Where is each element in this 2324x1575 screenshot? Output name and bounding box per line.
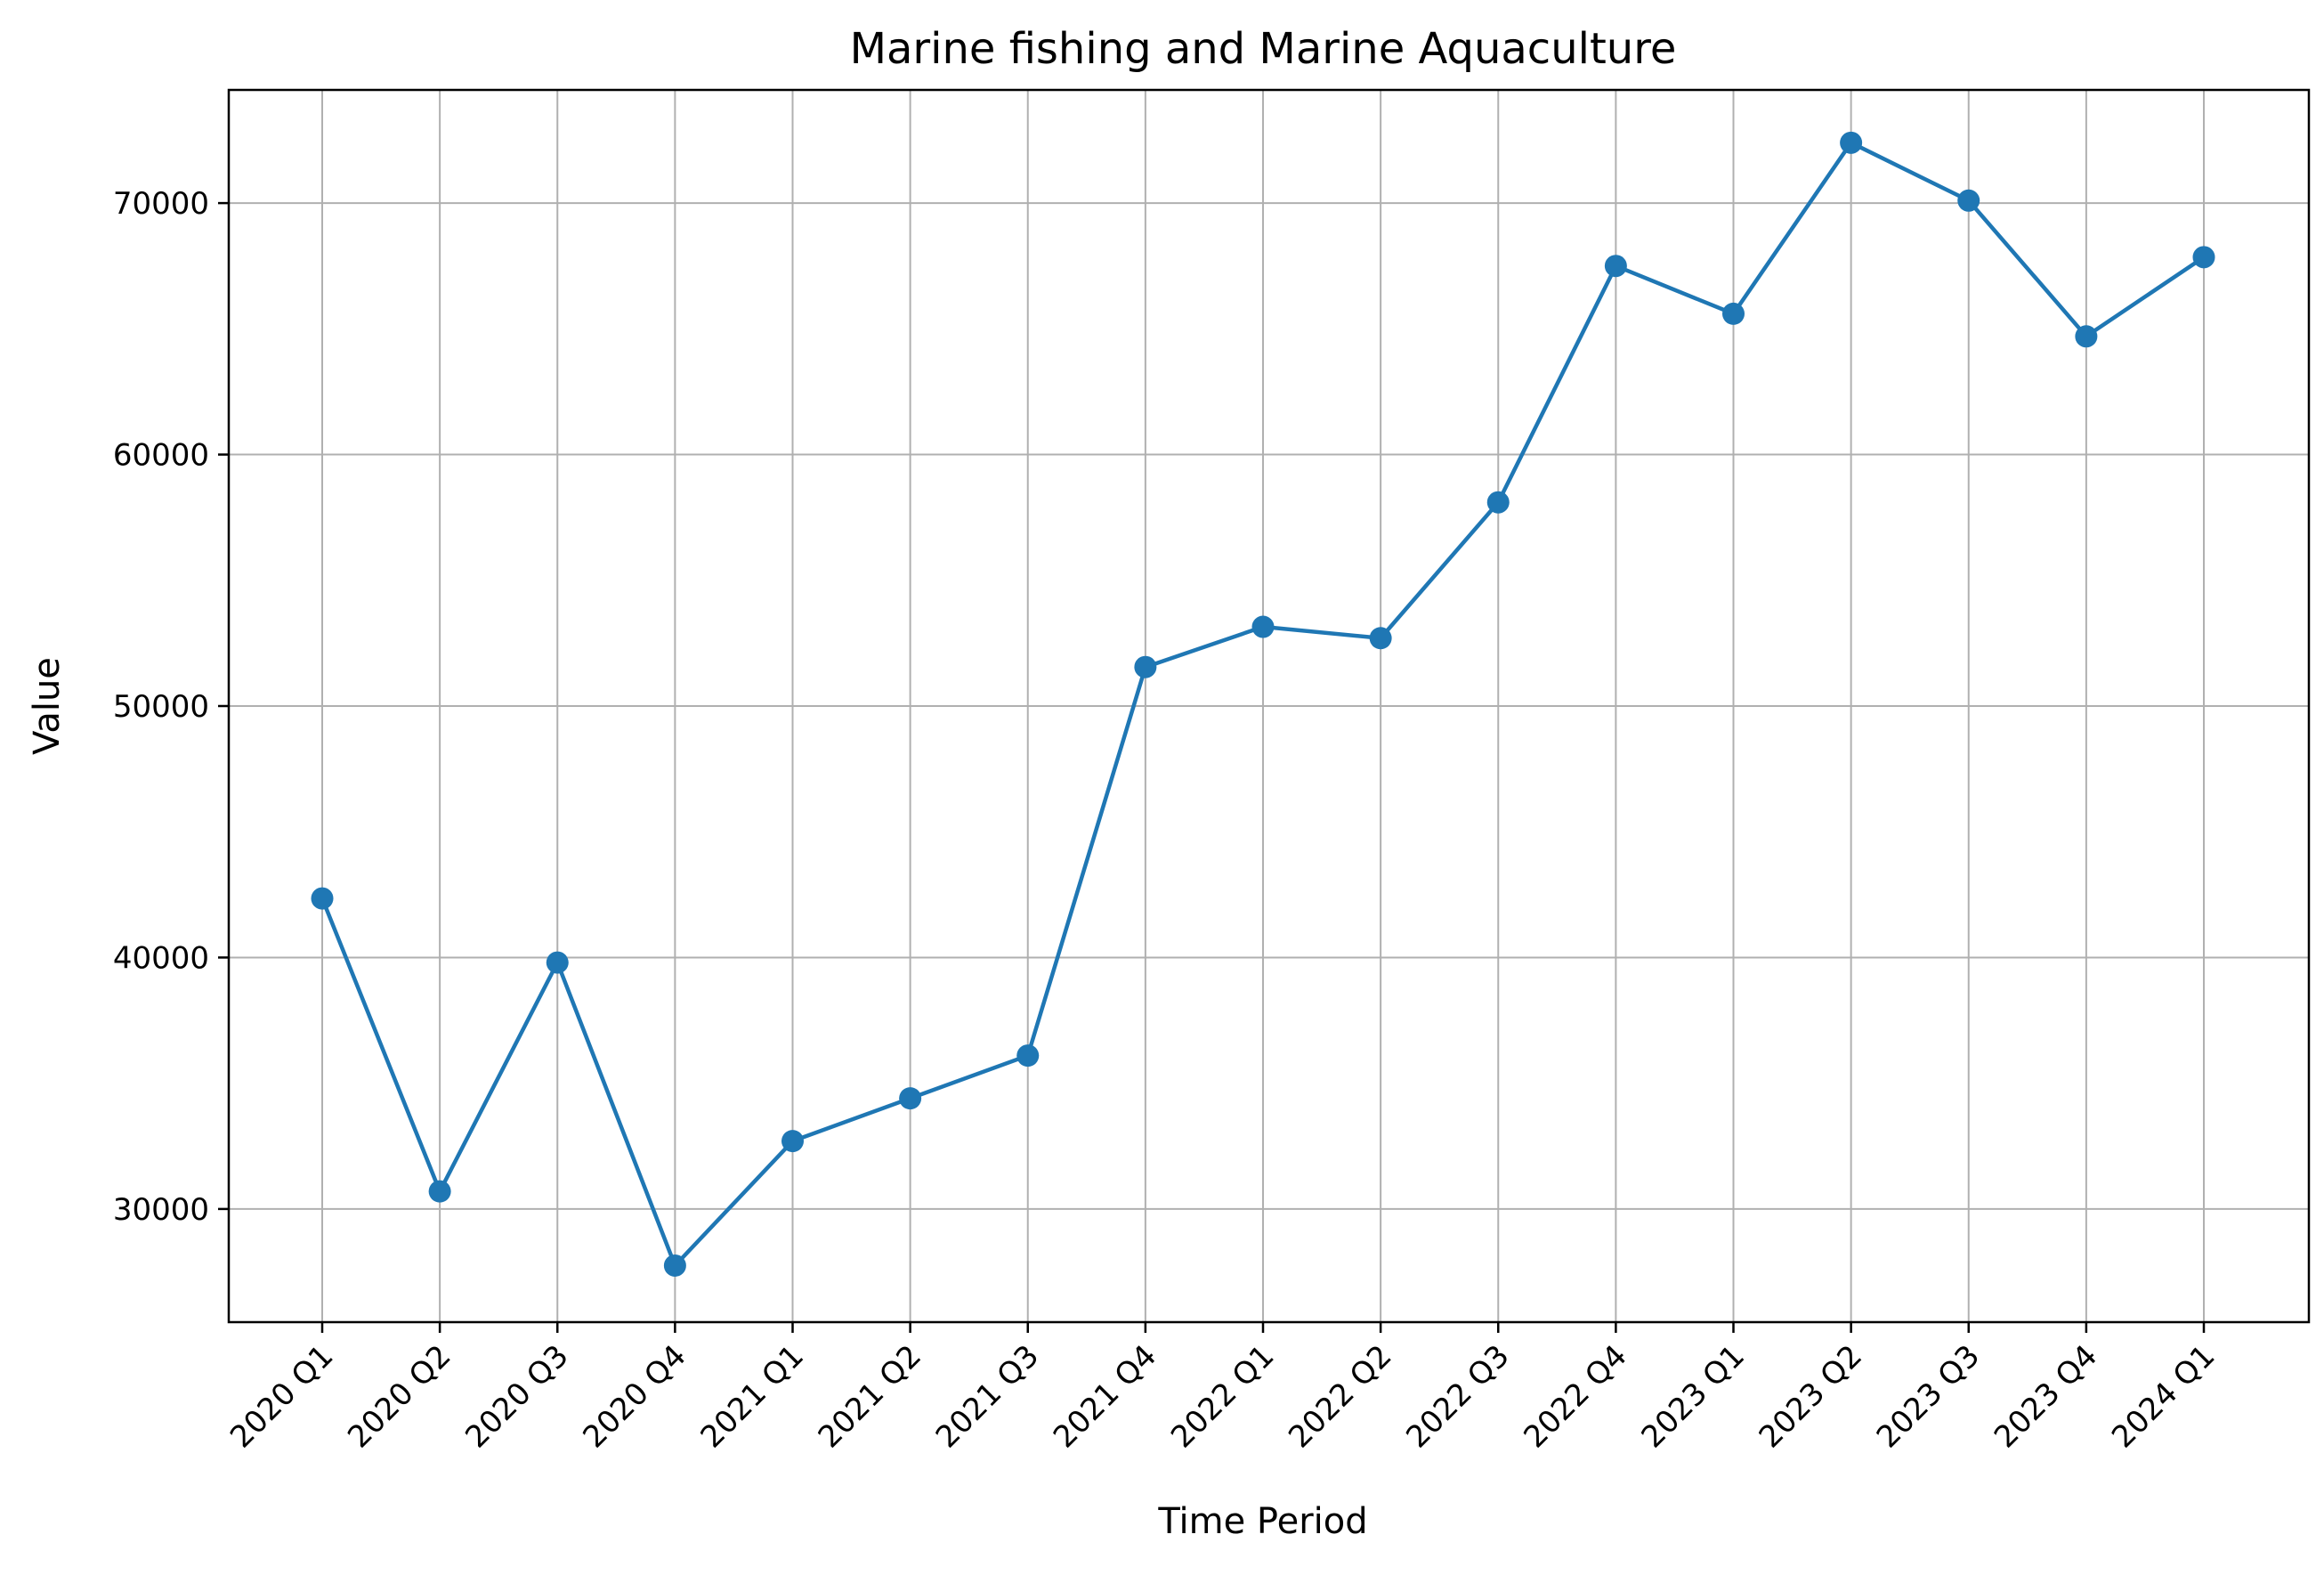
series-layer <box>311 131 2215 1277</box>
x-tick-label: 2021 Q1 <box>694 1338 811 1455</box>
chart-title: Marine fishing and Marine Aquaculture <box>850 24 1677 74</box>
x-tick-label: 2023 Q3 <box>1870 1338 1987 1455</box>
data-point <box>1840 131 1863 154</box>
data-point <box>1251 615 1275 638</box>
y-tick-label: 50000 <box>113 689 209 725</box>
y-tick-label: 40000 <box>113 940 209 976</box>
grid-layer <box>229 90 2309 1322</box>
x-tick-label: 2023 Q1 <box>1635 1338 1752 1455</box>
data-point <box>1486 491 1510 514</box>
x-tick-label: 2022 Q3 <box>1399 1338 1516 1455</box>
x-tick-label: 2022 Q4 <box>1517 1338 1633 1455</box>
y-tick-label: 60000 <box>113 438 209 474</box>
x-tick-label: 2020 Q3 <box>458 1338 575 1455</box>
y-axis: 30000 40000 50000 60000 70000 <box>113 186 229 1228</box>
data-point <box>546 951 569 974</box>
data-point <box>428 1180 451 1203</box>
data-point <box>1722 302 1745 325</box>
data-point <box>1957 189 1980 212</box>
data-point <box>2075 325 2098 348</box>
y-axis-title: Value <box>27 657 68 755</box>
y-tick-label: 30000 <box>113 1192 209 1228</box>
x-tick-label: 2021 Q4 <box>1047 1338 1163 1455</box>
data-point <box>899 1087 922 1110</box>
data-point <box>1604 255 1627 278</box>
data-point <box>1016 1044 1040 1068</box>
x-tick-label: 2024 Q1 <box>2105 1338 2222 1455</box>
x-tick-label: 2020 Q4 <box>576 1338 692 1455</box>
x-tick-label: 2023 Q4 <box>1988 1338 2104 1455</box>
data-point <box>1134 655 1157 678</box>
data-point <box>2192 246 2215 269</box>
x-tick-label: 2022 Q1 <box>1164 1338 1281 1455</box>
x-tick-label: 2023 Q2 <box>1753 1338 1869 1455</box>
data-point <box>663 1254 686 1277</box>
x-tick-label: 2020 Q1 <box>223 1338 340 1455</box>
x-axis-title: Time Period <box>1157 1501 1367 1542</box>
x-tick-label: 2022 Q2 <box>1282 1338 1398 1455</box>
x-axis: 2020 Q1 2020 Q2 2020 Q3 2020 Q4 2021 Q1 2021 … <box>223 1322 2222 1455</box>
x-tick-label: 2021 Q3 <box>929 1338 1046 1455</box>
x-tick-label: 2021 Q2 <box>812 1338 928 1455</box>
data-point <box>311 887 334 910</box>
y-tick-label: 70000 <box>113 186 209 222</box>
data-point <box>781 1130 804 1153</box>
data-point <box>1369 627 1392 650</box>
x-tick-label: 2020 Q2 <box>341 1338 458 1455</box>
